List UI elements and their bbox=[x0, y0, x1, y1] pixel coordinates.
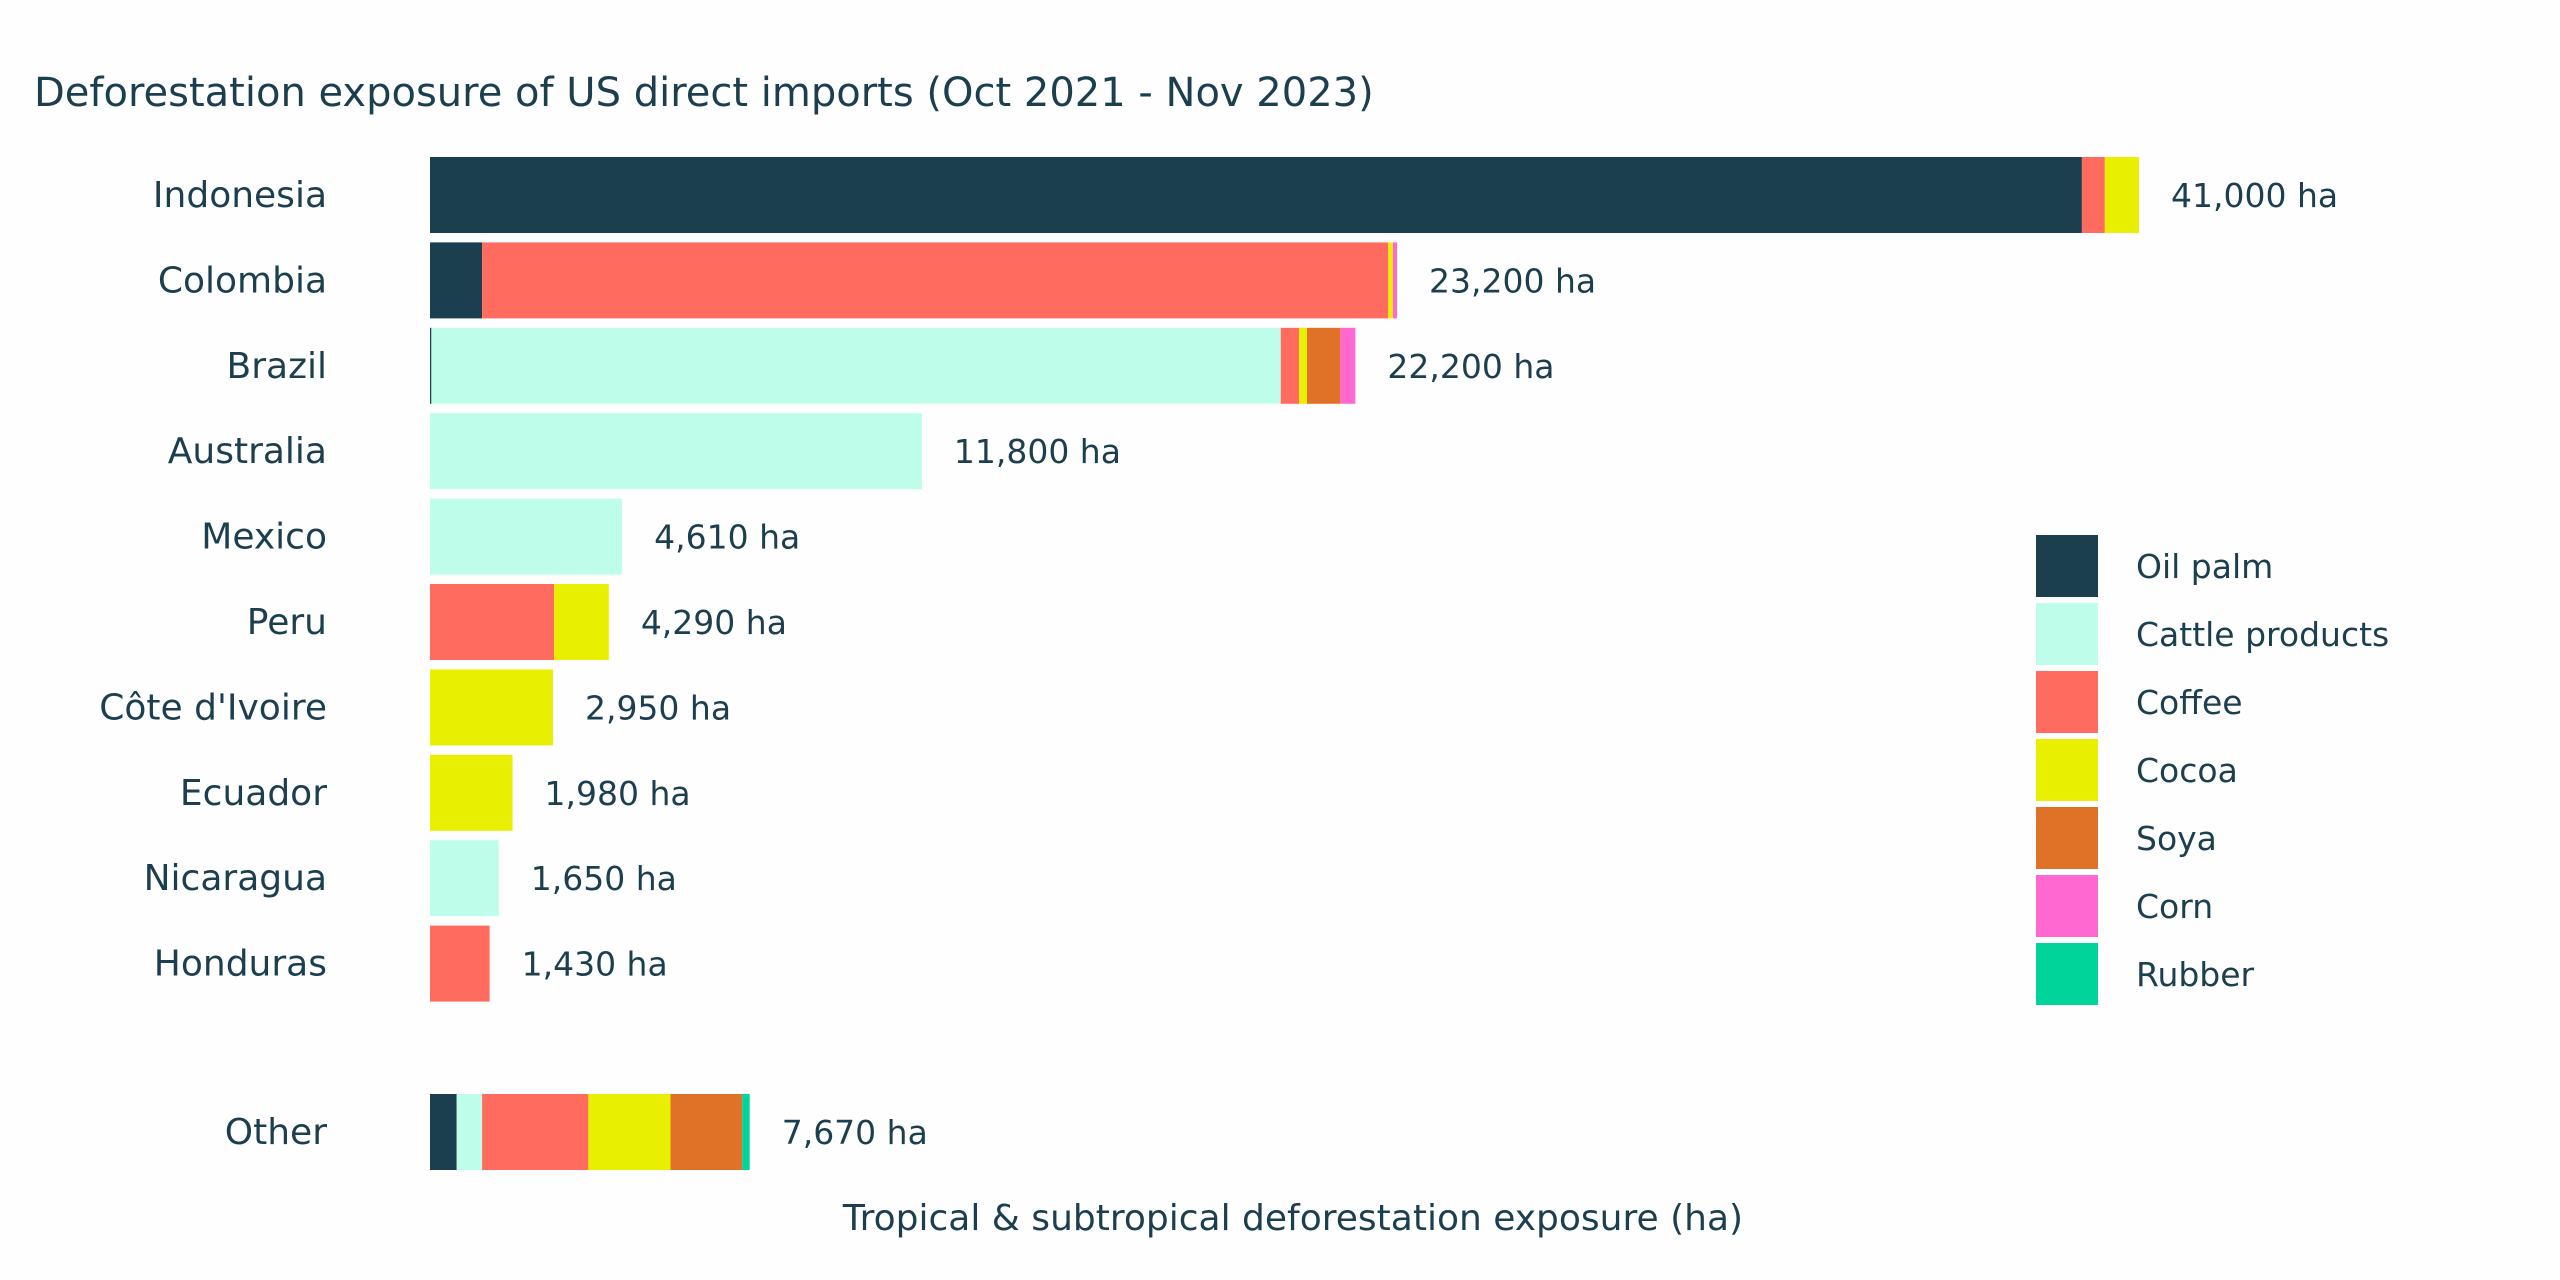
legend-swatch bbox=[2036, 739, 2098, 801]
bar-segment-cattle-products bbox=[430, 413, 922, 490]
bar-segment-rubber bbox=[742, 1094, 750, 1170]
category-label: Ecuador bbox=[180, 773, 327, 814]
legend-swatch bbox=[2036, 603, 2098, 665]
total-label: 4,290 ha bbox=[641, 603, 787, 642]
legend-item: Oil palm bbox=[2036, 532, 2389, 600]
total-label: 7,670 ha bbox=[782, 1113, 928, 1152]
bar-segment-cocoa bbox=[430, 669, 553, 746]
bar-segment-cattle-products bbox=[430, 498, 623, 575]
bar-segment-cocoa bbox=[588, 1094, 671, 1170]
bar-segment-cattle-products bbox=[431, 327, 1281, 404]
total-label: 1,650 ha bbox=[531, 859, 677, 898]
total-label: 1,430 ha bbox=[522, 945, 668, 984]
legend: Oil palm Cattle products Coffee Cocoa Soya Co… bbox=[2036, 532, 2389, 1008]
legend-swatch bbox=[2036, 671, 2098, 733]
bar-segment-cattle-products bbox=[456, 1094, 483, 1170]
legend-label: Corn bbox=[2136, 886, 2214, 926]
category-label: Brazil bbox=[227, 346, 327, 387]
legend-item: Corn bbox=[2036, 872, 2389, 940]
x-axis-label: Tropical & subtropical deforestation exp… bbox=[842, 1198, 1744, 1239]
category-label: Other bbox=[225, 1112, 327, 1153]
total-label: 2,950 ha bbox=[585, 688, 731, 727]
legend-swatch bbox=[2036, 875, 2098, 937]
bar-segment-coffee bbox=[430, 584, 555, 660]
bar-segment-coffee bbox=[1280, 327, 1300, 404]
bar-segment-coffee bbox=[482, 1094, 589, 1170]
bar-segment-coffee bbox=[482, 242, 1389, 319]
legend-item: Soya bbox=[2036, 804, 2389, 872]
total-label: 4,610 ha bbox=[654, 518, 800, 557]
total-label: 1,980 ha bbox=[545, 774, 691, 813]
total-label: 11,800 ha bbox=[954, 432, 1121, 471]
legend-item: Cattle products bbox=[2036, 600, 2389, 668]
bar-segment-cattle-products bbox=[430, 840, 499, 917]
legend-label: Rubber bbox=[2136, 954, 2255, 994]
legend-swatch bbox=[2036, 807, 2098, 869]
bar-segment-corn bbox=[1392, 242, 1398, 319]
bar-segment-coffee bbox=[2081, 157, 2105, 233]
bar-segment-oil-palm bbox=[430, 157, 2082, 233]
bar-segment-oil-palm bbox=[430, 327, 432, 404]
category-label: Indonesia bbox=[153, 175, 327, 216]
legend-item: Cocoa bbox=[2036, 736, 2389, 804]
total-label: 22,200 ha bbox=[1387, 347, 1554, 386]
category-label: Côte d'Ivoire bbox=[99, 687, 327, 728]
legend-label: Cattle products bbox=[2136, 614, 2390, 654]
legend-item: Coffee bbox=[2036, 668, 2389, 736]
bar-segment-cocoa bbox=[1299, 327, 1308, 404]
bar-segment-soya bbox=[1307, 327, 1341, 404]
category-label: Honduras bbox=[154, 944, 327, 985]
bar-segment-cocoa bbox=[554, 584, 609, 660]
total-label: 23,200 ha bbox=[1429, 261, 1596, 300]
category-label: Nicaragua bbox=[144, 858, 327, 899]
legend-item: Rubber bbox=[2036, 940, 2389, 1008]
category-label: Peru bbox=[247, 602, 327, 643]
bar-segment-oil-palm bbox=[430, 242, 483, 319]
bar-segment-cocoa bbox=[2104, 157, 2139, 233]
bar-segment-cocoa bbox=[430, 754, 513, 831]
bar-segment-cocoa bbox=[1388, 242, 1393, 319]
legend-swatch bbox=[2036, 943, 2098, 1005]
legend-label: Cocoa bbox=[2136, 750, 2238, 790]
bar-segment-oil-palm bbox=[430, 1094, 457, 1170]
bar-segment-corn bbox=[1340, 327, 1356, 404]
legend-label: Coffee bbox=[2136, 682, 2243, 722]
category-label: Colombia bbox=[158, 260, 327, 301]
bar-segment-coffee bbox=[430, 925, 490, 1002]
bar-segment-soya bbox=[670, 1094, 743, 1170]
category-label: Australia bbox=[168, 431, 327, 472]
legend-label: Oil palm bbox=[2136, 546, 2274, 586]
category-label: Mexico bbox=[201, 517, 327, 558]
legend-swatch bbox=[2036, 535, 2098, 597]
total-label: 41,000 ha bbox=[2171, 176, 2338, 215]
legend-label: Soya bbox=[2136, 818, 2217, 858]
chart-title: Deforestation exposure of US direct impo… bbox=[34, 70, 1374, 116]
